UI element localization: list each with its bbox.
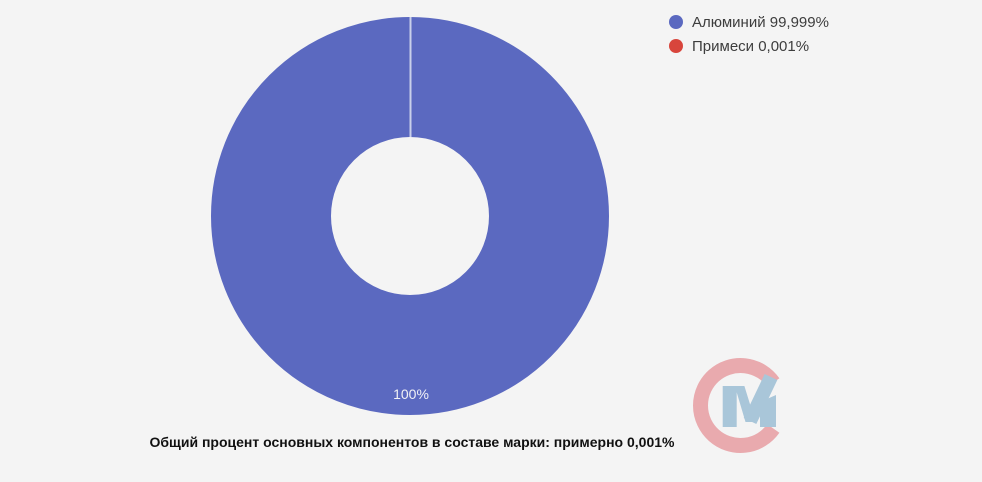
legend-swatch-icon <box>669 39 683 53</box>
legend-item[interactable]: Алюминий 99,999% <box>669 11 829 33</box>
legend: Алюминий 99,999% Примеси 0,001% <box>669 11 829 57</box>
chart-caption: Общий процент основных компонентов в сос… <box>149 434 675 450</box>
slice-percentage-label: 100% <box>393 386 429 402</box>
cm-logo-watermark <box>693 358 780 453</box>
legend-label: Алюминий 99,999% <box>692 13 829 31</box>
logo-letter-c <box>693 358 780 453</box>
logo-letter-m-check <box>722 373 778 427</box>
legend-item[interactable]: Примеси 0,001% <box>669 35 829 57</box>
legend-swatch-icon <box>669 15 683 29</box>
legend-label: Примеси 0,001% <box>692 37 810 55</box>
